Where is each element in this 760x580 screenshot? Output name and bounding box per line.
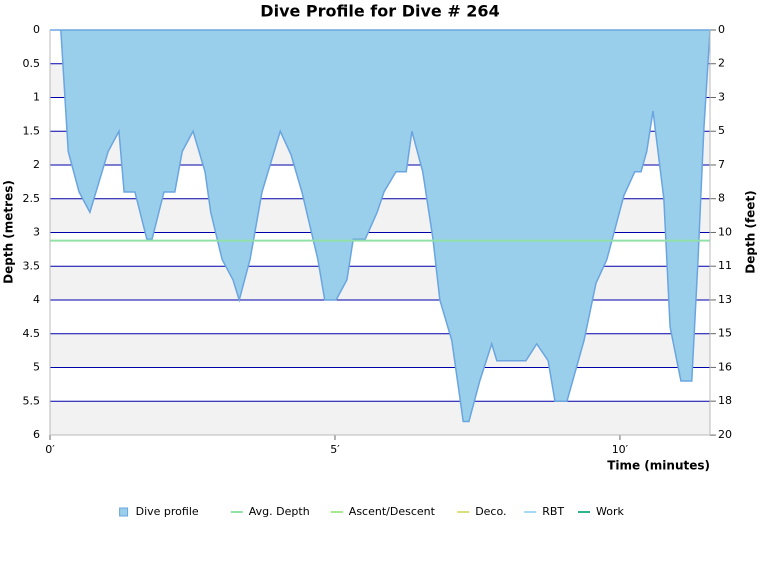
legend-label: RBT	[542, 505, 564, 518]
legend-label: Avg. Depth	[249, 505, 310, 518]
legend-label: Deco.	[475, 505, 506, 518]
x-tick-label: 5′	[330, 443, 340, 456]
y2-tick-label: 11	[718, 259, 732, 272]
y2-axis-title: Depth (feet)	[744, 190, 758, 273]
y2-tick-label: 10	[718, 225, 732, 238]
depth-area	[50, 29, 711, 423]
x-tick-label: 10′	[612, 443, 629, 456]
y-tick-label: 4.5	[23, 327, 41, 340]
grid-band	[50, 333, 710, 368]
legend-label: Dive profile	[136, 505, 199, 518]
grid-band	[50, 266, 710, 300]
chart-title: Dive Profile for Dive # 264	[260, 2, 499, 21]
y2-tick-label: 2	[718, 57, 725, 70]
y2-tick-label: 15	[718, 327, 732, 340]
legend-label: Ascent/Descent	[349, 505, 436, 518]
legend-label: Work	[596, 505, 624, 518]
y2-tick-label: 5	[718, 124, 725, 137]
y2-tick-label: 13	[718, 293, 732, 306]
y2-tick-label: 16	[718, 360, 732, 373]
y-tick-label: 5.5	[23, 394, 41, 407]
y-tick-label: 3	[33, 226, 40, 239]
y-tick-label: 2	[33, 158, 40, 171]
y-tick-label: 1	[33, 91, 40, 104]
y2-tick-label: 7	[718, 158, 725, 171]
y-tick-label: 1.5	[23, 124, 41, 137]
y-tick-label: 5	[33, 361, 40, 374]
y2-tick-label: 8	[718, 192, 725, 205]
y2-tick-label: 0	[718, 23, 725, 36]
x-tick-label: 0′	[45, 443, 55, 456]
y-tick-label: 6	[33, 428, 40, 441]
y-axis-title: Depth (metres)	[2, 180, 16, 284]
y2-tick-label: 20	[718, 428, 732, 441]
y-tick-label: 3.5	[23, 259, 41, 272]
grid-band	[50, 401, 710, 435]
y-tick-label: 4	[33, 293, 40, 306]
y2-tick-label: 18	[718, 394, 732, 407]
y-tick-label: 0	[33, 23, 40, 36]
y2-tick-label: 3	[718, 90, 725, 103]
y-tick-label: 2.5	[23, 192, 41, 205]
x-axis-title: Time (minutes)	[607, 459, 710, 473]
y-tick-label: 0.5	[23, 57, 41, 70]
legend-swatch	[119, 507, 129, 517]
